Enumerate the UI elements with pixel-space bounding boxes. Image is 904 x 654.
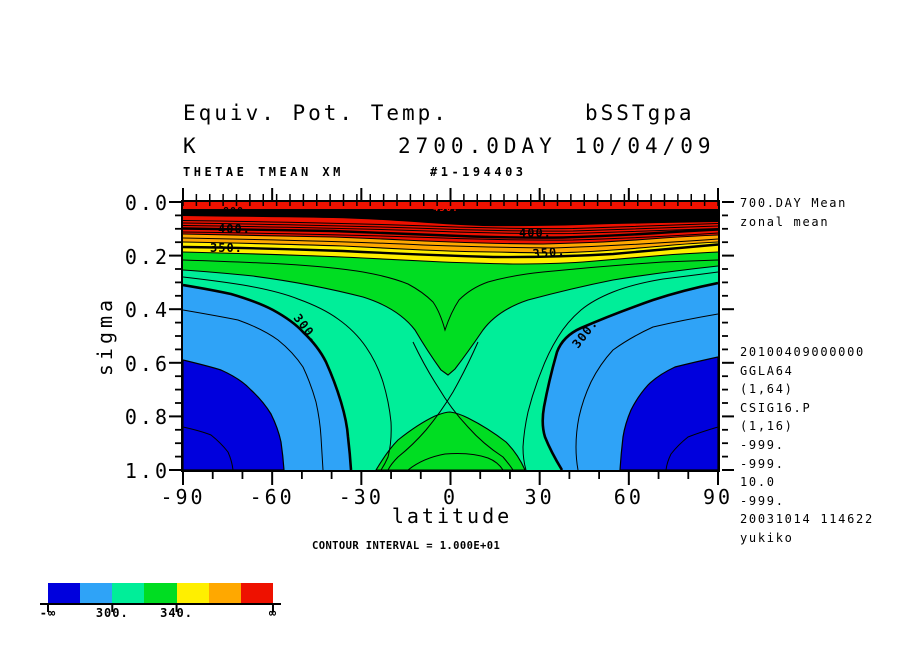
- side-panel-line: 700.DAY Mean: [740, 196, 848, 210]
- contour-270-right: [665, 426, 718, 470]
- contour-label: 450.: [433, 204, 459, 214]
- black-cap: [183, 209, 718, 227]
- side-panel-line: -999.: [740, 456, 785, 471]
- contour-saddle-b: [387, 341, 479, 470]
- contour-label: 350.: [210, 241, 243, 255]
- side-panel-line: GGLA64: [740, 363, 794, 378]
- side-panel-line: 20031014 114622: [740, 512, 874, 527]
- contour-430: [183, 220, 718, 230]
- units-label: K: [183, 134, 199, 158]
- contour-340-boundary: [183, 251, 718, 265]
- y-tick-label: 0.8: [124, 405, 170, 430]
- contour-320-boundary: [183, 265, 718, 376]
- colorbar-swatch-4: [176, 583, 209, 603]
- contour-300-thick-right: [541, 281, 718, 470]
- contour-label: 400.: [218, 222, 251, 236]
- contour-330-dome: [407, 453, 504, 470]
- y-tick-label: 1.0: [124, 459, 170, 483]
- colorbar-swatch-3: [144, 583, 177, 603]
- contour-label: 350.: [532, 244, 566, 261]
- x-tick-label: -90: [160, 485, 206, 509]
- x-tick-label: 60: [613, 485, 644, 509]
- contour-350-thick: [183, 243, 718, 259]
- contour-label: 800: [223, 206, 244, 217]
- contour-420: [183, 222, 718, 232]
- darkblue-left: [183, 359, 285, 470]
- y-axis-label: sigma: [93, 295, 117, 377]
- y-tick-label: 0.6: [124, 351, 170, 376]
- side-panel-line: yukiko: [740, 530, 794, 545]
- run-id: #1-194403: [430, 165, 527, 179]
- colorbar-tick-label: 340.: [160, 606, 193, 620]
- colorbar-swatch-6: [240, 583, 273, 603]
- plot-frame: [181, 200, 720, 472]
- x-tick-label: 0: [442, 485, 459, 509]
- contour-360-boundary: [183, 241, 718, 254]
- colorbar-swatch-2: [112, 583, 145, 603]
- contour-label: 400.: [519, 226, 552, 240]
- experiment-name: bSSTgpa: [585, 101, 695, 125]
- side-panel-line: 10.0: [740, 475, 776, 490]
- side-panel-line: (1,16): [740, 419, 794, 434]
- x-axis-label: latitude: [391, 504, 513, 528]
- colorbar-swatch-1: [80, 583, 113, 603]
- contour-380-boundary: [183, 233, 718, 245]
- contour-290-left: [183, 309, 324, 470]
- y-tick-label: 0.2: [124, 244, 170, 269]
- page-title: Equiv. Pot. Temp.: [183, 101, 449, 125]
- contour-saddle-a: [412, 341, 514, 470]
- x-tick-label: 90: [702, 485, 734, 509]
- side-panel-line: zonal mean: [740, 214, 830, 229]
- side-panel-line: 20100409000000: [740, 345, 865, 359]
- darkblue-right: [619, 356, 718, 470]
- side-panel-line: -999.: [740, 437, 785, 452]
- colorbar-tick-label: -∞: [39, 606, 57, 620]
- colorbar-swatch-5: [208, 583, 241, 603]
- side-panel-line: (1,64): [740, 382, 794, 397]
- contour-400-thick: [183, 227, 718, 239]
- side-panel-line: -999.: [740, 493, 785, 508]
- model-day-and-date: 2700.0DAY 10/04/09: [398, 134, 716, 158]
- contour-410: [183, 225, 718, 235]
- contour-plot: 800 450.400. 400.350. 350.300. 300.: [183, 202, 718, 470]
- variable-name: THETAE TMEAN XM: [183, 165, 344, 179]
- side-panel-line: CSIG16.P: [740, 400, 812, 415]
- side-panel-averaging-info: 700.DAY Mean zonal mean: [740, 194, 847, 231]
- contour-300-thick-left: [183, 283, 353, 470]
- colorbar-tick-label: ∞: [268, 606, 278, 620]
- colorbar-swatch-0: [48, 583, 81, 603]
- y-tick-label: 0.4: [124, 298, 170, 323]
- side-panel-metadata: 20100409000000 GGLA64 (1,64) CSIG16.P (1,16)…: [740, 343, 874, 548]
- green-lower-dome: [375, 411, 526, 470]
- x-tick-label: 30: [524, 485, 555, 509]
- contour-290-right: [575, 313, 718, 470]
- x-tick-label: -30: [338, 485, 384, 509]
- contour-interval-note: CONTOUR INTERVAL = 1.000E+01: [312, 540, 501, 552]
- contour-310-left: [183, 276, 392, 470]
- colorbar-tick-label: 300.: [95, 606, 129, 620]
- x-tick-label: -60: [249, 485, 295, 509]
- contour-310-right: [522, 271, 718, 470]
- contour-270-left: [183, 426, 234, 470]
- contour-330: [183, 259, 718, 332]
- contour-390: [183, 231, 718, 241]
- colorbar: [48, 583, 273, 603]
- contour-370: [183, 237, 718, 249]
- y-tick-label: 0.0: [124, 191, 170, 215]
